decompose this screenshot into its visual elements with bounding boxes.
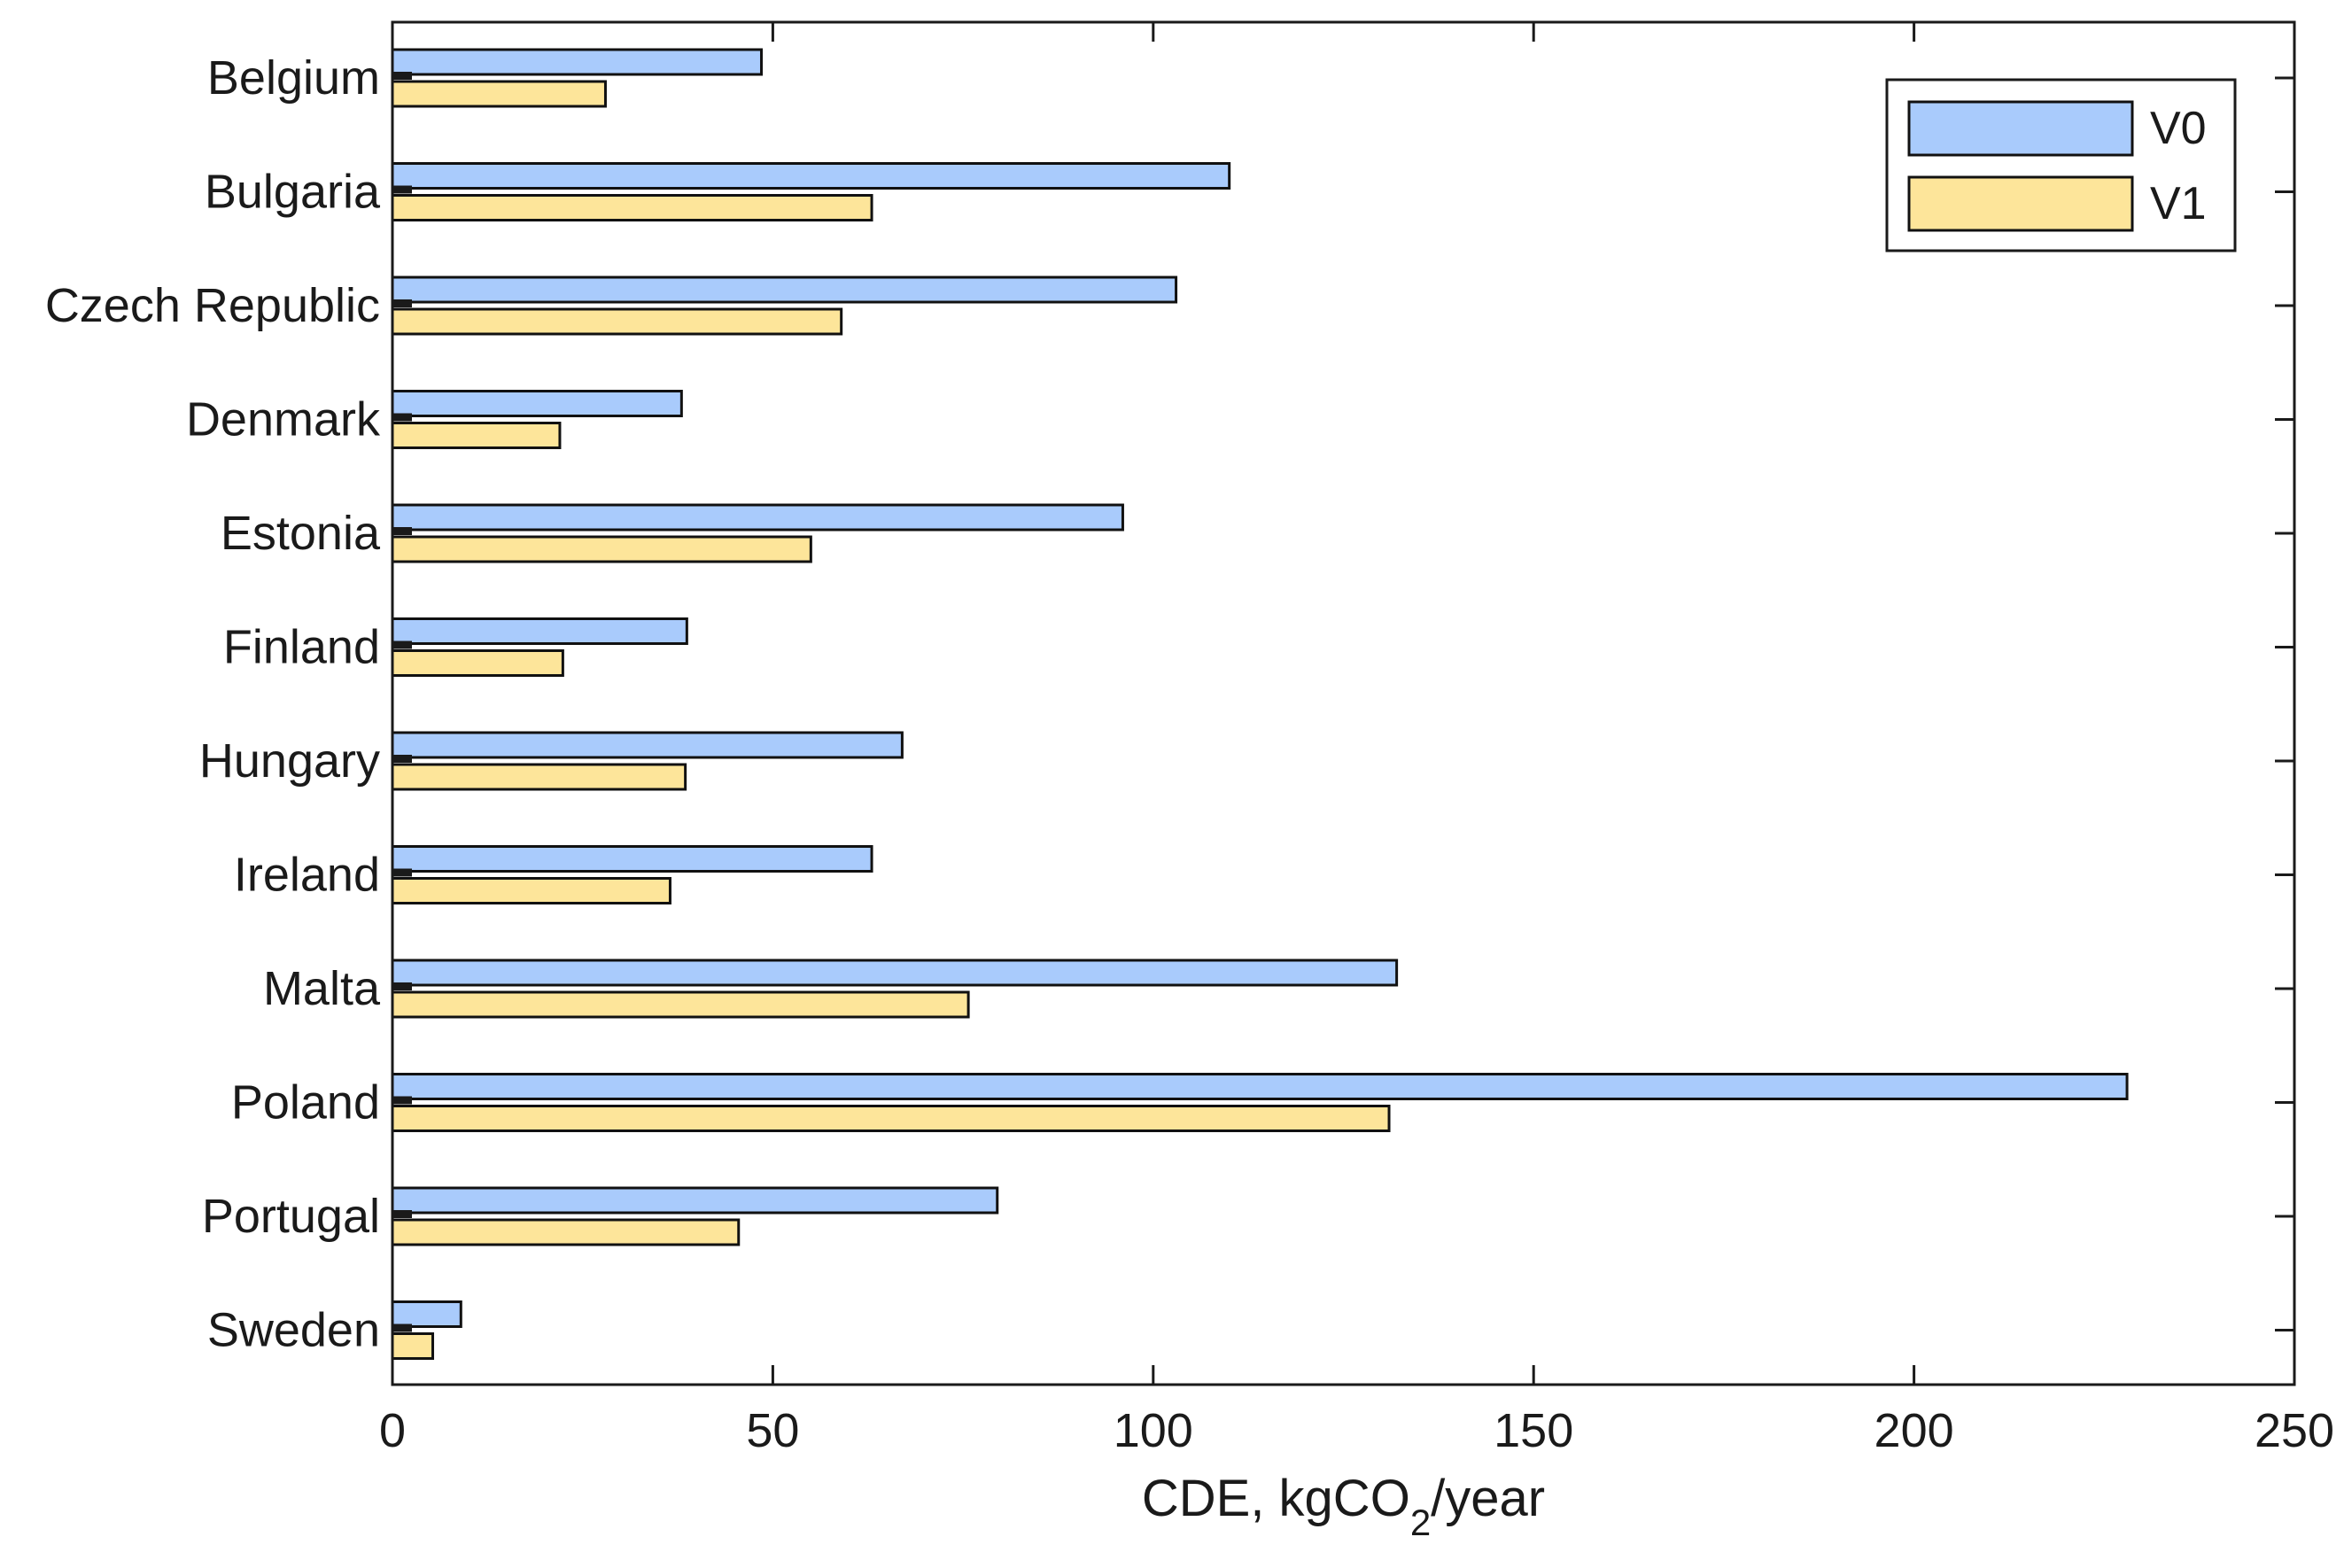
bar-v0-malta [391,959,1399,987]
baseline-stub-belgium [392,72,412,80]
x-tick-label-250: 250 [2255,1404,2334,1457]
baseline-stub-portugal [392,1210,412,1218]
baseline-stub-denmark [392,413,412,422]
bars-layer [391,48,2129,1360]
baseline-stub-sweden [392,1323,412,1332]
x-tick-label-0: 0 [379,1404,406,1457]
baseline-stub-bulgaria [392,185,412,194]
baseline-stub-czech-republic [392,299,412,307]
category-label-finland: Finland [223,621,380,674]
category-label-bulgaria: Bulgaria [205,166,381,219]
x-axis-title-suffix: /year [1431,1470,1545,1527]
bar-v0-poland [391,1073,2129,1100]
legend-swatch-v1 [1907,175,2134,232]
category-label-czech-republic: Czech Republic [45,279,380,332]
bar-v1-belgium [391,80,607,108]
bar-v1-ireland [391,877,671,904]
bar-v1-finland [391,649,564,677]
category-label-ireland: Ireland [234,849,380,902]
bar-v1-bulgaria [391,194,873,221]
bar-v0-estonia [391,503,1124,532]
bar-v1-malta [391,990,970,1019]
category-label-portugal: Portugal [202,1190,380,1243]
bar-v1-sweden [391,1332,435,1360]
bar-v0-sweden [391,1300,462,1328]
bar-v1-poland [391,1105,1391,1132]
bar-v0-ireland [391,845,873,873]
bar-v1-hungary [391,763,687,791]
x-tick-label-50: 50 [746,1404,799,1457]
baseline-stub-ireland [392,868,412,877]
bar-v0-hungary [391,731,904,759]
bar-v0-finland [391,617,688,645]
x-tick-label-100: 100 [1114,1404,1193,1457]
plot-area-frame [391,20,2296,1386]
x-axis-title-subscript: 2 [1410,1502,1431,1543]
category-label-belgium: Belgium [207,51,380,105]
bar-v0-denmark [391,390,683,417]
category-label-sweden: Sweden [207,1304,380,1357]
baseline-stub-estonia [392,527,412,535]
baseline-stub-finland [392,640,412,649]
ticks-layer [391,22,2296,1385]
legend-swatch-v0 [1907,100,2134,157]
legend-label-v0: V0 [2150,103,2207,154]
baseline-stubs-layer [392,72,412,1332]
bar-v0-czech-republic [391,276,1178,304]
x-tick-label-200: 200 [1874,1404,1954,1457]
baseline-stub-poland [392,1096,412,1105]
legend-label-v1: V1 [2150,178,2207,229]
x-tick-label-150: 150 [1494,1404,1573,1457]
category-label-malta: Malta [263,962,381,1015]
category-label-denmark: Denmark [186,393,381,446]
bar-v1-portugal [391,1218,741,1246]
bar-v0-belgium [391,48,764,76]
category-label-hungary: Hungary [199,734,380,788]
bar-v1-czech-republic [391,307,843,336]
baseline-stub-malta [392,982,412,990]
x-axis-title-main: CDE, kgCO [1142,1470,1410,1527]
category-label-estonia: Estonia [221,507,381,560]
category-label-poland: Poland [231,1076,380,1129]
bar-v0-portugal [391,1186,999,1215]
bar-v1-estonia [391,535,812,563]
labels-layer: Belgium Bulgaria Czech Republic Denmark Esto… [45,51,2334,1457]
bar-v1-denmark [391,422,562,449]
legend: V0 V1 [1885,78,2237,252]
bar-v0-bulgaria [391,162,1231,190]
baseline-stub-hungary [392,755,412,763]
x-axis-title: CDE, kgCO2/year [1142,1470,1545,1543]
